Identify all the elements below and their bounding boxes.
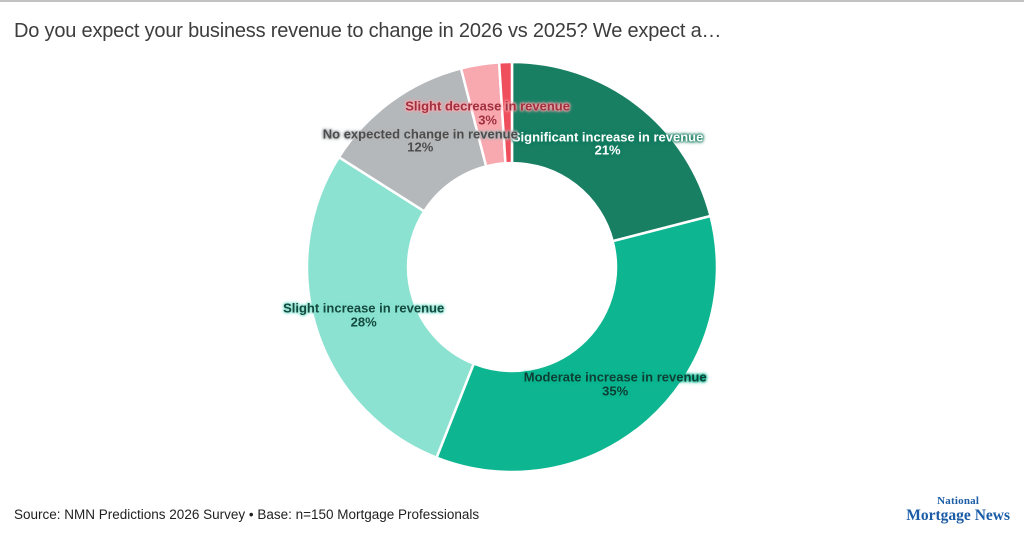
donut-slice-1: [434, 214, 719, 474]
logo-line-2: Mortgage News: [906, 507, 1010, 524]
source-text: Source: NMN Predictions 2026 Survey • Ba…: [14, 507, 480, 522]
logo-line-1: National: [937, 495, 980, 507]
donut-slice-0: [510, 60, 713, 243]
national-mortgage-news-logo: National Mortgage News: [906, 496, 1010, 524]
chart-title: Do you expect your business revenue to c…: [14, 20, 722, 42]
donut-slice-2: [305, 155, 476, 460]
donut-slice-5: [497, 60, 514, 165]
top-divider: [0, 0, 1024, 2]
